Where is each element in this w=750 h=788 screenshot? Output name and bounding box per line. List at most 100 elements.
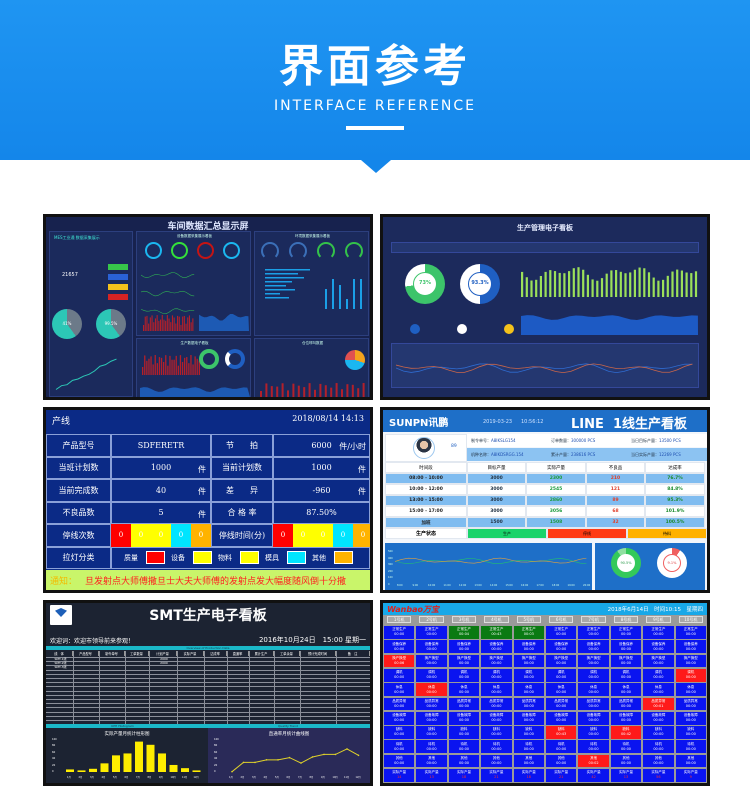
line1-production-board: SUNPN讯鹏 2019-03-23 10:56:12 LINE 1线生产看板 … — [380, 407, 710, 593]
state-time: 00:42 — [611, 732, 641, 737]
bar — [171, 360, 172, 375]
environment-charts — [259, 265, 367, 333]
x-tick: 6月 — [287, 775, 291, 779]
bar — [163, 320, 164, 331]
info-value: 300000 PCS — [571, 438, 595, 443]
smt-production-board: SMT生产电子看板 欢迎词：欢迎市领导前来参观！ 2016年10月24日 15:… — [43, 600, 373, 786]
state-time: 00:00 — [514, 661, 544, 666]
bar — [182, 362, 183, 375]
table-colline — [274, 651, 275, 724]
value: 1000 — [151, 463, 171, 472]
hbar — [265, 293, 280, 295]
row-label: 合 格 率 — [211, 502, 273, 525]
column-header: 直通率 — [227, 651, 249, 656]
machine-cell: 实际产量 18 — [449, 769, 479, 782]
bar-9月 — [158, 753, 166, 772]
output-charts — [518, 267, 700, 335]
state-time: 00:00 — [643, 661, 673, 666]
state-time: 00:00 — [578, 704, 608, 709]
machine-cell: 设备故障 00:00 — [546, 712, 576, 725]
machine-cell: 实际产量 21 — [481, 769, 511, 782]
info-label: 制令单号： — [471, 438, 491, 443]
state-time: 00:00 — [611, 718, 641, 723]
x-tick: 5月 — [275, 775, 279, 779]
bar-12月 — [193, 770, 201, 772]
machine-cell: 设备保养 00:00 — [416, 640, 446, 653]
row-value: 6000 件/小时 — [273, 434, 370, 457]
status-button — [108, 264, 128, 270]
point-6月 — [289, 757, 291, 759]
value: 5 — [158, 508, 163, 517]
value: 40 — [156, 486, 166, 495]
hbar — [265, 285, 286, 287]
datetime: 2018/08/14 14:13 — [292, 414, 364, 423]
top-bar: SUNPN讯鹏 2019-03-23 10:56:12 LINE 1线生产看板 — [383, 410, 707, 432]
y-tick: 60 — [52, 751, 55, 754]
bar — [165, 321, 166, 331]
row-label: 当前计划数 — [211, 457, 273, 480]
bar — [540, 276, 542, 297]
state-time: 00:00 — [416, 661, 446, 666]
bar-4月 — [101, 763, 109, 772]
machine-cell: 其他 00:00 — [643, 755, 673, 768]
bar — [681, 271, 683, 297]
bar — [601, 278, 603, 297]
machine-cell: 调机 00:00 — [546, 669, 576, 682]
board-title: SMT生产电子看板 — [46, 605, 370, 625]
machine-cell: 休息 00:00 — [546, 683, 576, 696]
machine-cell: 其他 00:00 — [481, 755, 511, 768]
dial-gauge — [317, 242, 335, 260]
status-button — [108, 294, 128, 300]
state-time: 00:00 — [676, 661, 706, 666]
bar — [686, 273, 688, 297]
gauge-ring — [223, 242, 240, 259]
bar — [179, 317, 180, 331]
machine-header: 6号机 — [549, 616, 573, 623]
info-field: 当日目标产量：13500 PCS — [627, 434, 707, 447]
line-chart — [395, 549, 590, 583]
bar — [142, 367, 143, 375]
state-time: 00:00 — [578, 690, 608, 695]
state-time: 00:00 — [611, 647, 641, 652]
y-tick: 80 — [52, 744, 55, 747]
machine-cell: 实际产量 9 — [676, 769, 706, 782]
table-cell: 2300 — [526, 473, 586, 484]
column-header: 工单数量 — [125, 651, 149, 656]
status-button — [108, 274, 128, 280]
bar — [549, 270, 551, 297]
state-time: 00:00 — [578, 661, 608, 666]
unit: 件 — [198, 464, 206, 475]
bar — [152, 315, 153, 331]
trend-chart — [52, 350, 132, 394]
state-time: 00:00 — [449, 732, 479, 737]
machine-cell: 缺料 00:00 — [416, 726, 446, 739]
machine-header: 1号机 — [387, 616, 411, 623]
vbar — [332, 279, 334, 309]
table-colline — [204, 651, 205, 724]
table-gridline — [46, 691, 370, 692]
bar — [174, 360, 175, 375]
value: 87.50% — [306, 508, 337, 517]
machine-cell: 换产换型 00:00 — [578, 655, 608, 668]
state-time: 00:06 — [384, 661, 414, 666]
machine-cell: 调机 00:00 — [676, 669, 706, 682]
bar — [192, 364, 193, 375]
x-tick: 8月 — [148, 775, 152, 779]
bar — [325, 385, 327, 397]
device-charts — [141, 265, 249, 333]
vbar — [353, 279, 355, 309]
stop-time: 0 — [313, 524, 333, 547]
bar — [189, 315, 190, 331]
point-10月 — [335, 754, 337, 756]
machine-cell: 正常生产 00:00 — [676, 626, 706, 639]
y-tick: 20 — [52, 764, 55, 767]
bar — [191, 322, 192, 331]
bar — [157, 315, 158, 331]
machine-cell: 设备故障 00:00 — [676, 712, 706, 725]
status-1: 停线 — [547, 528, 627, 539]
table-cell: 1500 — [467, 517, 526, 528]
bar — [271, 386, 273, 397]
bar — [545, 272, 547, 297]
x-tick: 2月 — [241, 775, 245, 779]
output-value: 21 — [481, 775, 511, 780]
